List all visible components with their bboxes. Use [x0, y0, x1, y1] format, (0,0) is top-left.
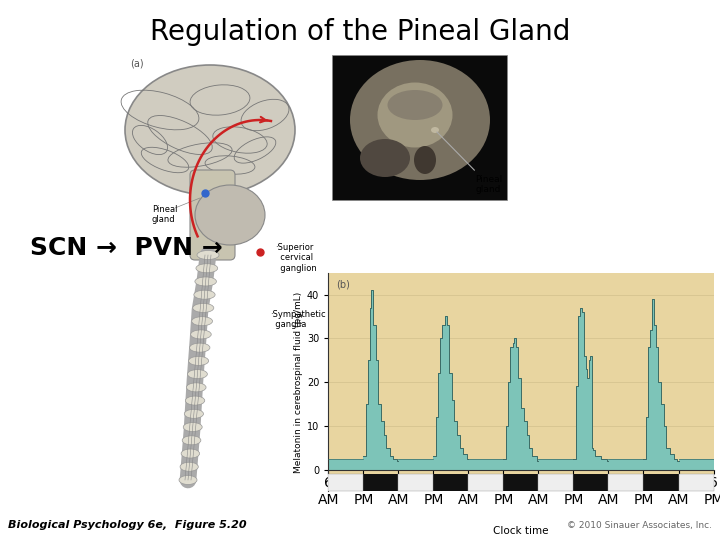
Ellipse shape [189, 356, 209, 366]
Ellipse shape [197, 251, 219, 260]
Ellipse shape [350, 60, 490, 180]
Text: ·Superior
  cervical
  ganglion: ·Superior cervical ganglion [275, 243, 317, 273]
Ellipse shape [387, 90, 443, 120]
FancyBboxPatch shape [190, 170, 235, 260]
Ellipse shape [189, 343, 210, 352]
Ellipse shape [179, 476, 197, 484]
Ellipse shape [191, 330, 211, 339]
Ellipse shape [182, 436, 201, 445]
Text: © 2010 Sinauer Associates, Inc.: © 2010 Sinauer Associates, Inc. [567, 521, 712, 530]
Ellipse shape [180, 462, 198, 471]
Ellipse shape [184, 409, 204, 418]
Ellipse shape [183, 423, 202, 431]
Text: Pineal
gland: Pineal gland [152, 205, 178, 225]
Text: Biological Psychology 6e,  Figure 5.20: Biological Psychology 6e, Figure 5.20 [8, 520, 247, 530]
Ellipse shape [195, 185, 265, 245]
Y-axis label: Melatonin in cerebrospinal fluid (pg/mL): Melatonin in cerebrospinal fluid (pg/mL) [294, 292, 302, 472]
Text: SCN →  PVN →: SCN → PVN → [30, 236, 222, 260]
Ellipse shape [431, 127, 439, 133]
Ellipse shape [414, 146, 436, 174]
Ellipse shape [187, 369, 207, 379]
Ellipse shape [193, 303, 214, 313]
Text: Pineal
gland: Pineal gland [437, 132, 503, 194]
Ellipse shape [185, 396, 204, 405]
Ellipse shape [195, 277, 217, 286]
FancyBboxPatch shape [332, 55, 507, 200]
Ellipse shape [192, 316, 212, 326]
Ellipse shape [194, 290, 215, 299]
Ellipse shape [377, 83, 452, 147]
Text: Regulation of the Pineal Gland: Regulation of the Pineal Gland [150, 18, 570, 46]
Text: (b): (b) [336, 279, 350, 289]
FancyBboxPatch shape [100, 55, 310, 315]
Ellipse shape [125, 65, 295, 195]
Text: ·Sympathetic
  ganglia: ·Sympathetic ganglia [270, 310, 325, 329]
Ellipse shape [186, 383, 206, 392]
Ellipse shape [181, 449, 199, 458]
Text: (a): (a) [130, 58, 143, 68]
Ellipse shape [360, 139, 410, 177]
X-axis label: Clock time: Clock time [493, 526, 549, 536]
Ellipse shape [196, 264, 217, 273]
